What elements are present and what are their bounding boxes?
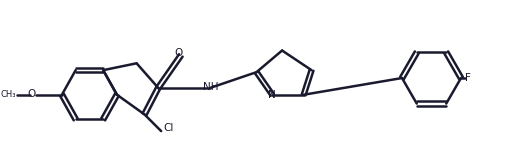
Text: Cl: Cl (163, 123, 174, 133)
Text: CH₃: CH₃ (0, 90, 16, 99)
Text: O: O (27, 89, 35, 99)
Text: O: O (175, 48, 183, 58)
Text: F: F (465, 73, 471, 83)
Text: N: N (268, 90, 276, 100)
Text: NH: NH (203, 82, 218, 92)
